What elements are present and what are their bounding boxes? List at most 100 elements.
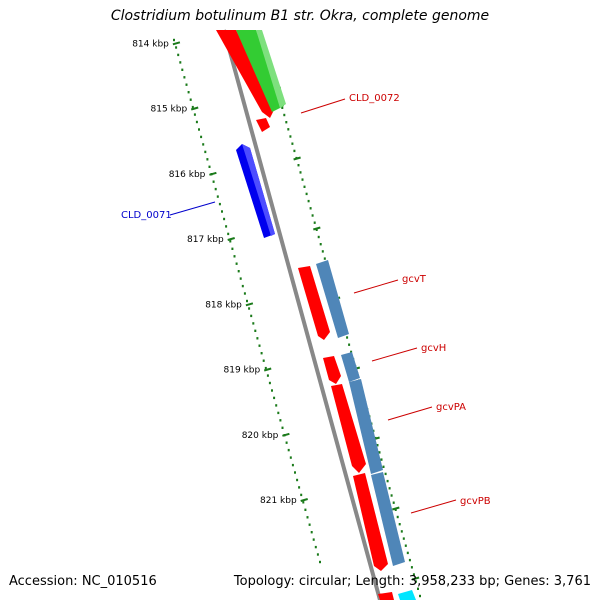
gene-label-cld0071[interactable]: CLD_0071 [121, 210, 172, 221]
gene-feature-gcvH[interactable] [323, 356, 341, 384]
leader-line-cld0072 [300, 98, 346, 114]
minor-tick [254, 329, 257, 332]
minor-tick [291, 142, 294, 145]
minor-tick [410, 566, 413, 569]
minor-tick [400, 530, 403, 533]
minor-tick [321, 250, 324, 253]
minor-tick [212, 180, 215, 183]
minor-tick [396, 515, 399, 519]
genome-backbone [222, 29, 382, 600]
minor-tick [390, 494, 393, 497]
minor-tick [378, 451, 381, 454]
gene-label-cld0072[interactable]: CLD_0072 [349, 93, 400, 104]
minor-tick [296, 478, 299, 482]
tick-label: 816 kbp [169, 170, 206, 180]
minor-tick [279, 419, 282, 422]
gene-feature-bottom-red[interactable] [378, 592, 394, 600]
minor-tick [281, 426, 284, 429]
gene-feature-gcvPA[interactable] [331, 384, 366, 473]
minor-tick [417, 587, 419, 590]
minor-tick [380, 458, 383, 461]
gene-feature-gcvT[interactable] [298, 266, 330, 340]
gene-label-gcvPB[interactable]: gcvPB [460, 496, 491, 507]
minor-tick [179, 61, 182, 64]
gene-labels: CLD_0072 CLD_0071 gcvT gcvH gcvPA gcvPB [121, 93, 491, 514]
minor-tick [252, 322, 255, 325]
minor-tick [323, 257, 326, 260]
minor-tick [311, 214, 314, 217]
minor-tick [394, 508, 397, 511]
minor-tick [314, 545, 317, 549]
minor-tick [200, 135, 203, 139]
accession-text: Accession: NC_010516 [9, 574, 157, 589]
minor-tick [227, 232, 230, 236]
gene-feature-top-red[interactable] [216, 30, 275, 118]
minor-tick [181, 68, 184, 71]
gene-feature-gcvPB[interactable] [353, 473, 388, 571]
gene-feature-cld0072[interactable] [256, 118, 270, 132]
minor-tick [316, 553, 319, 556]
minor-tick [246, 299, 248, 303]
major-tick [245, 302, 254, 307]
minor-tick [202, 143, 205, 146]
cyan-feature-bottom[interactable] [398, 590, 416, 600]
minor-tick [412, 573, 415, 576]
minor-tick [414, 580, 417, 583]
minor-tick [237, 270, 240, 273]
minor-tick [241, 284, 244, 288]
cds-feature-gcvPB[interactable] [371, 472, 405, 566]
minor-tick [297, 164, 300, 167]
minor-tick [388, 487, 391, 490]
tick-label: 818 kbp [205, 300, 242, 310]
minor-tick [193, 113, 196, 116]
minor-tick [243, 292, 246, 295]
major-tick [172, 41, 181, 46]
gene-label-gcvT[interactable]: gcvT [402, 274, 427, 285]
minor-tick [285, 441, 288, 444]
major-tick [227, 237, 235, 241]
gene-label-gcvPA[interactable]: gcvPA [436, 402, 466, 413]
cds-feature-gcvH[interactable] [341, 352, 360, 382]
gene-feature-top-green[interactable] [236, 30, 284, 112]
minor-tick [309, 207, 312, 210]
topology-text: Topology: circular; Length: 3,958,233 bp… [233, 574, 591, 589]
minor-tick [191, 105, 194, 109]
minor-tick [218, 202, 221, 206]
minor-tick [406, 551, 409, 555]
minor-tick [250, 314, 253, 318]
minor-tick [275, 404, 278, 407]
minor-tick [271, 389, 273, 392]
minor-tick [404, 544, 407, 547]
minor-tick [214, 187, 217, 191]
minor-tick [277, 411, 280, 415]
minor-tick [303, 185, 306, 188]
major-tick [263, 367, 272, 372]
outer-major-tick [411, 576, 420, 581]
tick-label: 814 kbp [132, 39, 169, 49]
major-tick [300, 498, 308, 502]
minor-tick [402, 537, 405, 540]
minor-tick [233, 255, 236, 258]
minor-tick [231, 247, 234, 250]
minor-tick [319, 560, 321, 564]
minor-tick [350, 350, 353, 354]
minor-tick [266, 374, 269, 377]
minor-tick [299, 171, 302, 174]
major-tick [209, 171, 217, 176]
minor-tick [308, 523, 311, 526]
gene-features [216, 29, 416, 600]
minor-tick [221, 210, 223, 213]
leader-line-gcvPA [387, 406, 433, 421]
gene-feature-top-green-2[interactable] [256, 30, 286, 108]
minor-tick [319, 243, 322, 246]
minor-tick [187, 91, 190, 94]
leader-line-gcvPB [410, 499, 457, 514]
minor-tick [206, 158, 209, 161]
cds-feature-gcvPA[interactable] [349, 379, 383, 474]
gene-label-gcvH[interactable]: gcvH [421, 343, 446, 354]
minor-tick [302, 501, 305, 504]
minor-tick [291, 463, 294, 467]
cds-feature-gcvT[interactable] [316, 260, 349, 338]
tick-label: 821 kbp [260, 496, 297, 506]
